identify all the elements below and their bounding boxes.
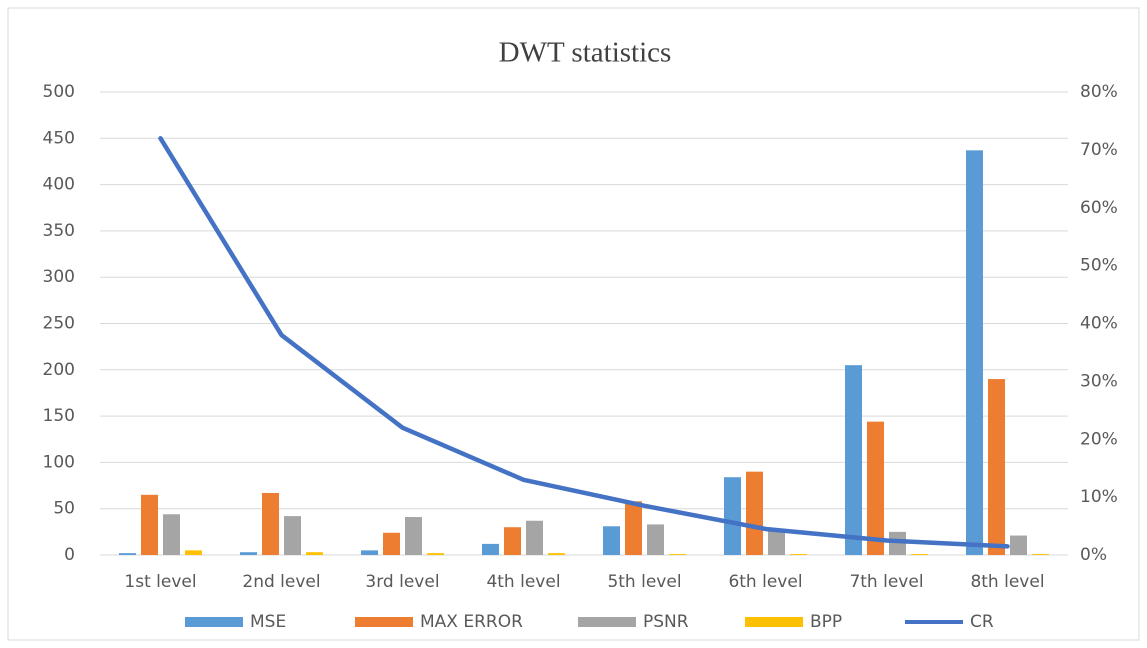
y2-tick-label: 20% [1080, 429, 1118, 449]
bar [185, 550, 202, 555]
bar [163, 514, 180, 555]
x-tick-label: 6th level [728, 572, 802, 592]
y-tick-label: 450 [43, 128, 75, 148]
line-series [158, 136, 1010, 549]
y-tick-label: 100 [43, 452, 75, 472]
y2-tick-label: 10% [1080, 487, 1118, 507]
x-tick-label: 2nd level [242, 572, 320, 592]
x-tick-label: 4th level [486, 572, 560, 592]
x-tick-label: 3rd level [365, 572, 439, 592]
bar [405, 517, 422, 555]
y-tick-label: 250 [43, 314, 75, 334]
y-tick-label: 0 [64, 545, 75, 565]
y2-tick-label: 0% [1080, 545, 1107, 565]
legend-label: MAX ERROR [420, 612, 523, 632]
y-tick-label: 350 [43, 221, 75, 241]
legend-label: MSE [250, 612, 286, 632]
x-tick-label: 7th level [849, 572, 923, 592]
bar [284, 516, 301, 555]
x-tick-label: 8th level [970, 572, 1044, 592]
y-tick-label: 50 [53, 499, 75, 519]
bar [867, 421, 884, 555]
bar [361, 550, 378, 555]
bar [845, 365, 862, 555]
bar [383, 532, 400, 555]
y-tick-label: 500 [43, 82, 75, 102]
y2-tick-label: 50% [1080, 256, 1118, 276]
bar [669, 554, 686, 555]
y-tick-label: 300 [43, 267, 75, 287]
legend-label: PSNR [643, 612, 689, 632]
legend-label: BPP [810, 612, 842, 632]
legend-swatch [745, 617, 803, 627]
bar [482, 543, 499, 555]
bar [647, 524, 664, 555]
y-tick-label: 400 [43, 175, 75, 195]
x-tick-label: 5th level [607, 572, 681, 592]
legend-swatch [185, 617, 243, 627]
bar [988, 379, 1005, 555]
y-tick-label: 200 [43, 360, 75, 380]
bar [603, 526, 620, 555]
bar [141, 494, 158, 555]
bar [768, 529, 785, 555]
bar [724, 477, 741, 555]
y2-tick-label: 60% [1080, 198, 1118, 218]
bar [889, 531, 906, 555]
bar [306, 552, 323, 555]
legend-swatch [355, 617, 413, 627]
legend-label: CR [970, 612, 994, 632]
bar [119, 553, 136, 555]
legend-swatch [578, 617, 636, 627]
y2-tick-label: 70% [1080, 140, 1118, 160]
bar [1010, 535, 1027, 555]
bar [911, 554, 928, 555]
bar [548, 553, 565, 555]
bar [746, 471, 763, 555]
y2-tick-label: 80% [1080, 82, 1118, 102]
bar [504, 527, 521, 555]
bar [966, 150, 983, 555]
bar [262, 492, 279, 555]
bar [790, 554, 807, 555]
y-tick-label: 150 [43, 406, 75, 426]
bar [625, 501, 642, 555]
x-tick-label: 1st level [124, 572, 196, 592]
bar [1032, 554, 1049, 555]
bar [240, 552, 257, 555]
y2-tick-label: 40% [1080, 314, 1118, 334]
y2-tick-label: 30% [1080, 371, 1118, 391]
chart-title: DWT statistics [499, 37, 672, 69]
bar [427, 553, 444, 555]
bar [526, 520, 543, 555]
